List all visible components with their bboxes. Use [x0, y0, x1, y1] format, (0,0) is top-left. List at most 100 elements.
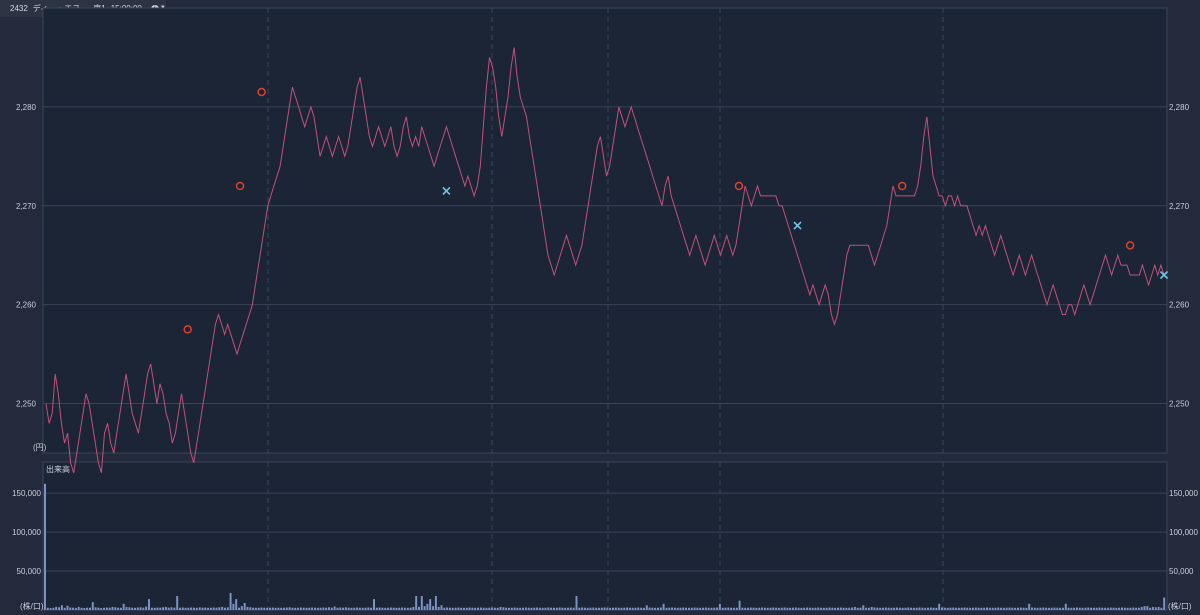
volume-bar [665, 607, 668, 610]
volume-bar [527, 607, 530, 610]
volume-bar [150, 607, 153, 610]
volume-bar [983, 607, 986, 610]
volume-bar [685, 607, 688, 610]
volume-plot-area [42, 461, 1168, 611]
volume-bar [533, 607, 536, 610]
volume-bar [1092, 607, 1095, 610]
volume-bar [631, 607, 634, 610]
volume-bar [226, 607, 229, 610]
volume-bar [508, 607, 510, 610]
volume-bar [409, 607, 412, 610]
volume-bar [448, 607, 451, 610]
volume-bar [432, 606, 435, 610]
volume-bar [772, 607, 775, 610]
volume-bar [1028, 603, 1031, 610]
volume-bar [139, 607, 142, 610]
volume-bar [910, 607, 913, 610]
volume-bar [451, 607, 454, 610]
volume-bar [207, 607, 210, 610]
volume-bar [142, 607, 145, 610]
volume-bar [817, 607, 820, 610]
price-tick-label-left: 2,280 [16, 103, 37, 112]
volume-bar [443, 607, 446, 610]
volume-bar [856, 607, 859, 610]
volume-bar [783, 607, 786, 610]
volume-bar [921, 607, 924, 610]
volume-bar [997, 607, 1000, 610]
volume-bar [716, 607, 719, 610]
volume-bar [1002, 607, 1005, 610]
volume-bar [800, 607, 803, 610]
volume-bar [1042, 607, 1045, 610]
volume-bar [378, 607, 381, 610]
volume-bar [72, 607, 75, 610]
volume-bar [1087, 607, 1090, 610]
volume-bar [907, 607, 910, 610]
volume-bar [381, 607, 384, 610]
volume-bar [49, 608, 52, 610]
volume-bar [839, 607, 842, 610]
volume-bar [837, 607, 839, 610]
volume-bar [342, 607, 345, 610]
volume-bar [510, 607, 513, 610]
volume-bar [423, 606, 426, 610]
volume-bar [912, 607, 915, 610]
volume-bar [212, 607, 215, 610]
volume-bar [187, 607, 190, 610]
volume-bar [769, 607, 772, 610]
volume-bar [637, 607, 640, 610]
volume-bar [122, 603, 125, 610]
volume-bar [145, 606, 148, 610]
volume-bar [789, 607, 792, 610]
volume-bar [316, 607, 319, 610]
volume-bar [1019, 607, 1022, 610]
volume-bar [1126, 607, 1129, 610]
volume-bar [994, 607, 997, 610]
volume-bar [260, 607, 263, 610]
volume-bar [336, 607, 339, 610]
volume-bar [834, 607, 837, 610]
buy-signal-marker [734, 181, 744, 191]
volume-bar [392, 607, 395, 610]
volume-bar [403, 607, 406, 610]
volume-bar [249, 607, 252, 610]
price-line [45, 47, 1165, 473]
volume-bar [364, 607, 367, 610]
volume-bar [302, 607, 305, 610]
volume-tick-label-left: 50,000 [17, 567, 42, 576]
volume-bar [977, 607, 980, 610]
price-tick-label-left: 2,270 [16, 202, 37, 211]
volume-bar [679, 607, 682, 610]
volume-bar [1115, 607, 1118, 610]
volume-bar [350, 607, 353, 610]
volume-bar [896, 607, 898, 610]
volume-bar [1163, 597, 1166, 610]
volume-bar [184, 607, 187, 610]
volume-bar [749, 607, 752, 610]
volume-bar [1033, 607, 1036, 610]
volume-bar [426, 603, 429, 610]
volume-bar [434, 596, 437, 610]
volume-bar [190, 607, 193, 610]
volume-bar [974, 607, 977, 610]
volume-bar [232, 603, 235, 610]
volume-bar [1078, 607, 1081, 610]
volume-bar [747, 607, 749, 610]
volume-bar [269, 607, 271, 610]
volume-bar [1090, 607, 1093, 610]
volume-bar [288, 607, 291, 610]
volume-bar [488, 607, 491, 610]
volume-bar [564, 607, 567, 610]
volume-bar [1067, 607, 1070, 610]
volume-bar [1047, 607, 1050, 610]
volume-bar [117, 607, 120, 610]
volume-bar [752, 607, 755, 610]
volume-bar [890, 607, 893, 610]
volume-bar [893, 607, 896, 610]
volume-bar [162, 607, 165, 610]
volume-bar [89, 607, 91, 610]
volume-bar [519, 607, 522, 610]
volume-bar [173, 607, 176, 610]
volume-title: 出来高 [46, 464, 70, 474]
volume-unit-label-left: (株/口) [20, 601, 44, 611]
